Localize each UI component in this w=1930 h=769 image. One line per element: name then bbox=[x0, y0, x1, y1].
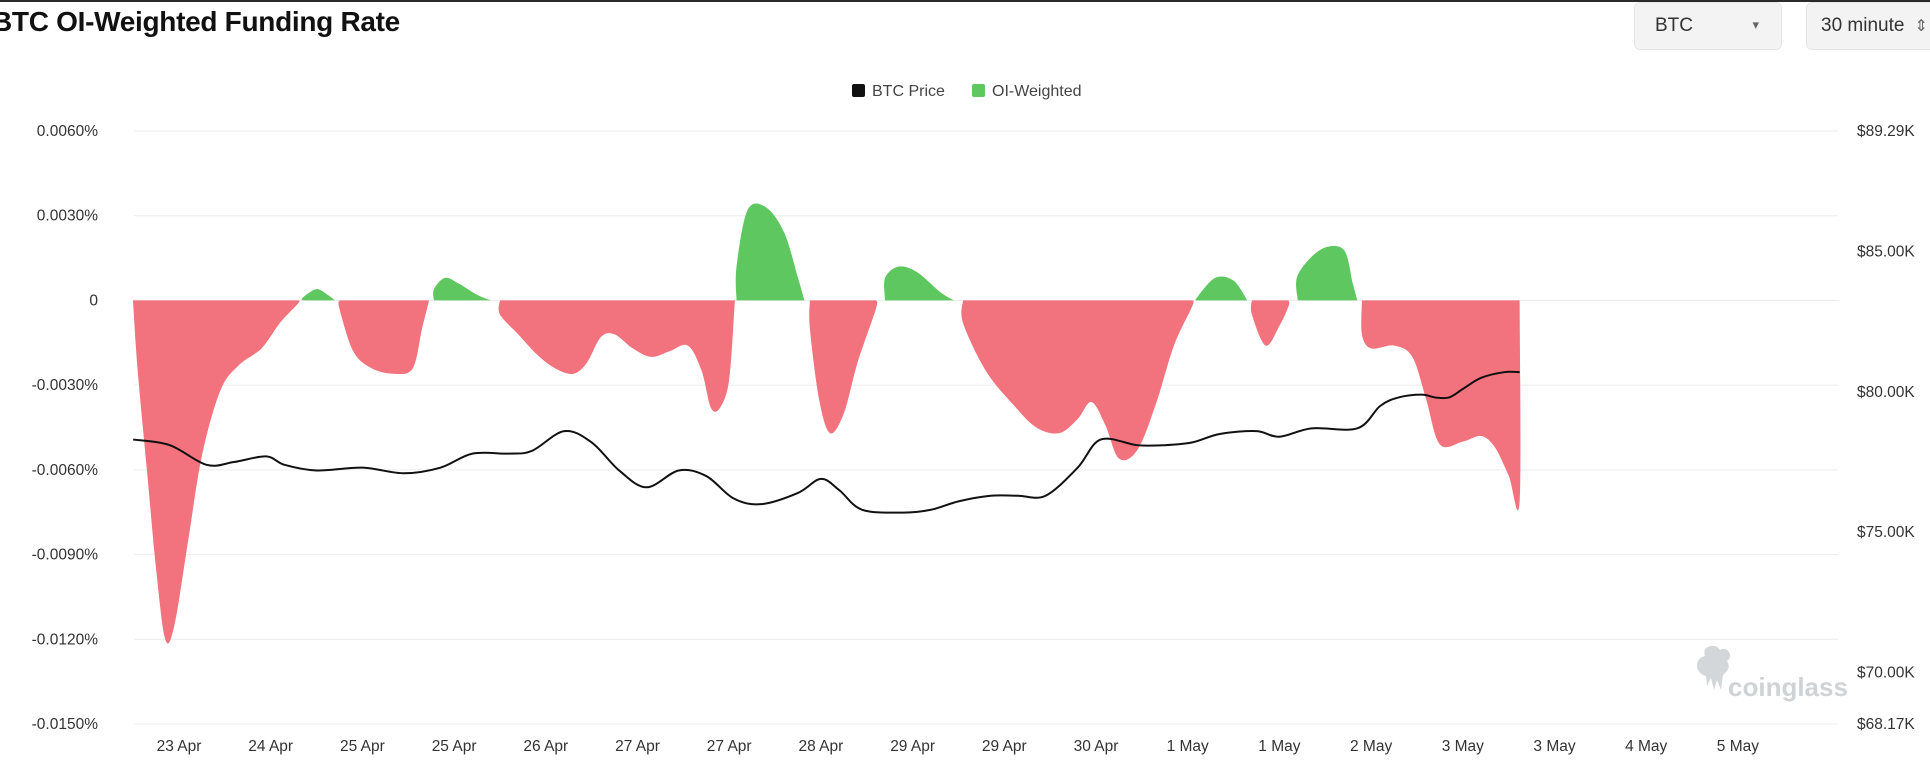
x-tick-label: 3 May bbox=[1442, 738, 1484, 755]
left-tick-label: 0.0030% bbox=[37, 208, 98, 225]
negative-funding-area bbox=[132, 297, 300, 644]
left-tick-label: -0.0150% bbox=[32, 716, 99, 733]
negative-funding-area bbox=[961, 300, 1194, 461]
x-tick-label: 29 Apr bbox=[890, 738, 935, 755]
grid-lines bbox=[134, 130, 1838, 725]
x-tick-label: 25 Apr bbox=[432, 738, 477, 755]
x-tick-label: 27 Apr bbox=[615, 738, 660, 755]
right-tick-label: $89.29K bbox=[1857, 123, 1915, 140]
x-tick-label: 1 May bbox=[1167, 738, 1209, 755]
oi-weighted-series bbox=[132, 203, 1521, 644]
positive-funding-area bbox=[1296, 245, 1358, 302]
x-tick-label: 4 May bbox=[1625, 738, 1667, 755]
legend-label: OI-Weighted bbox=[992, 83, 1082, 100]
positive-funding-area bbox=[735, 203, 805, 303]
x-tick-label: 23 Apr bbox=[157, 738, 202, 755]
interval-select-value: 30 minute bbox=[1821, 15, 1905, 36]
coin-select[interactable]: BTC ▾ bbox=[1634, 2, 1782, 50]
coinglass-logo-icon bbox=[1697, 645, 1731, 690]
right-y-axis: $89.29K $85.00K $80.00K $75.00K $70.00K $68.1… bbox=[1857, 123, 1915, 733]
page-title: BTC OI-Weighted Funding Rate bbox=[0, 6, 400, 37]
left-tick-label: -0.0030% bbox=[32, 377, 99, 394]
right-tick-label: $70.00K bbox=[1857, 665, 1915, 682]
left-tick-label: -0.0090% bbox=[32, 547, 99, 564]
btc-price-series bbox=[132, 370, 1520, 514]
positive-funding-area bbox=[301, 289, 336, 301]
negative-funding-area bbox=[338, 300, 429, 375]
left-tick-label: -0.0120% bbox=[32, 631, 99, 648]
right-tick-label: $85.00K bbox=[1857, 243, 1915, 260]
negative-funding-area bbox=[1250, 300, 1290, 346]
left-tick-label: 0.0060% bbox=[37, 123, 98, 140]
x-tick-label: 1 May bbox=[1258, 738, 1300, 755]
watermark: coinglass bbox=[1697, 645, 1848, 702]
x-axis: 23 Apr 24 Apr 25 Apr 25 Apr 26 Apr 27 Apr 27 A… bbox=[157, 738, 1760, 755]
legend-swatch bbox=[972, 84, 985, 97]
x-tick-label: 29 Apr bbox=[982, 738, 1027, 755]
left-y-axis: 0.0060% 0.0030% 0 -0.0030% -0.0060% -0.0090% -… bbox=[32, 123, 99, 733]
btc-price-line bbox=[132, 370, 1520, 514]
left-tick-label: 0 bbox=[89, 292, 98, 309]
negative-funding-area bbox=[498, 296, 736, 412]
x-tick-label: 24 Apr bbox=[248, 738, 293, 755]
interval-select[interactable]: 30 minute ⇕ bbox=[1806, 2, 1930, 50]
x-tick-label: 3 May bbox=[1533, 738, 1575, 755]
x-tick-label: 27 Apr bbox=[707, 738, 752, 755]
positive-funding-area bbox=[884, 266, 955, 302]
legend-label: BTC Price bbox=[872, 83, 945, 100]
chart-legend: BTC Price OI-Weighted bbox=[852, 83, 1082, 100]
negative-funding-area bbox=[809, 300, 878, 434]
right-tick-label: $68.17K bbox=[1857, 716, 1915, 733]
up-down-icon: ⇕ bbox=[1914, 18, 1928, 35]
watermark-text: coinglass bbox=[1728, 672, 1848, 702]
positive-funding-area bbox=[433, 277, 492, 301]
top-border bbox=[0, 0, 1930, 2]
negative-funding-area bbox=[1361, 300, 1521, 511]
coin-select-value: BTC bbox=[1655, 15, 1693, 36]
x-tick-label: 26 Apr bbox=[523, 738, 568, 755]
legend-swatch bbox=[852, 84, 865, 97]
x-tick-label: 25 Apr bbox=[340, 738, 385, 755]
chevron-down-icon: ▾ bbox=[1752, 17, 1759, 32]
x-tick-label: 2 May bbox=[1350, 738, 1392, 755]
positive-funding-area bbox=[1195, 276, 1249, 302]
right-tick-label: $80.00K bbox=[1857, 384, 1915, 401]
x-tick-label: 5 May bbox=[1717, 738, 1759, 755]
right-tick-label: $75.00K bbox=[1857, 524, 1915, 541]
left-tick-label: -0.0060% bbox=[32, 462, 99, 479]
x-tick-label: 30 Apr bbox=[1074, 738, 1119, 755]
x-tick-label: 28 Apr bbox=[798, 738, 843, 755]
